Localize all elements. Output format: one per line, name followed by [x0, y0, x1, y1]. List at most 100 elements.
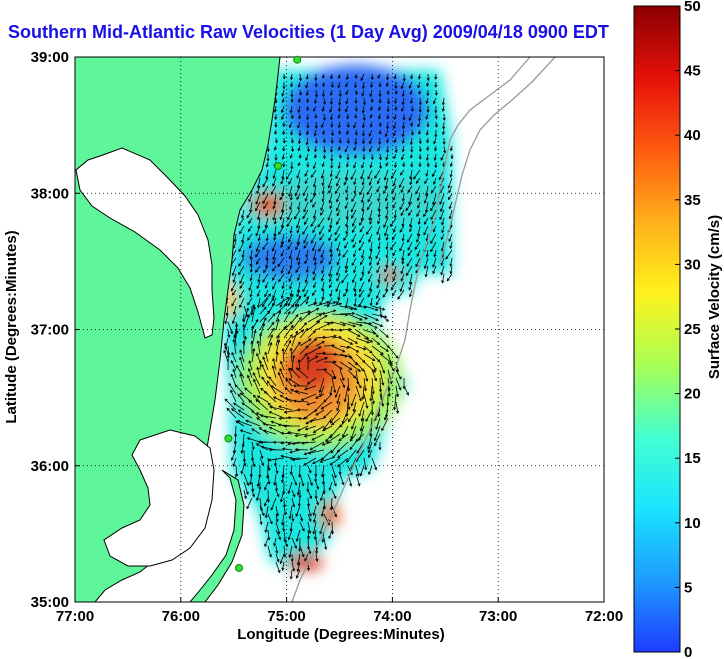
velocity-arrowhead: [425, 100, 429, 105]
velocity-arrowhead: [277, 339, 281, 343]
velocity-arrowhead: [239, 392, 243, 396]
velocity-arrow: [368, 273, 373, 282]
velocity-arrowhead: [338, 102, 342, 106]
velocity-arrowhead: [377, 237, 381, 242]
velocity-arrowhead: [275, 550, 279, 555]
velocity-arrowhead: [338, 140, 342, 144]
velocity-arrow: [304, 193, 309, 202]
velocity-arrow: [233, 339, 237, 355]
velocity-arrowhead: [306, 148, 310, 153]
velocity-arrow: [344, 145, 349, 152]
velocity-arrowhead: [262, 322, 266, 327]
velocity-arrowhead: [351, 223, 355, 227]
velocity-arrow: [371, 393, 375, 404]
velocity-arrow: [283, 311, 291, 323]
velocity-arrow: [298, 105, 301, 113]
velocity-arrowhead: [230, 373, 234, 377]
velocity-arrowhead: [368, 288, 373, 292]
velocity-arrowhead: [442, 141, 446, 146]
velocity-arrowhead: [305, 85, 309, 89]
velocity-arrow: [386, 257, 389, 268]
velocity-arrowhead: [267, 402, 271, 406]
velocity-arrowhead: [330, 158, 334, 162]
velocity-arrow: [248, 193, 253, 202]
velocity-arrowhead: [262, 279, 266, 283]
velocity-arrowhead: [322, 156, 326, 160]
velocity-arrow: [298, 497, 301, 506]
velocity-arrow: [328, 225, 333, 232]
velocity-arrowhead: [272, 256, 276, 261]
velocity-arrowhead: [342, 349, 346, 353]
velocity-arrowhead: [352, 408, 356, 413]
velocity-arrowhead: [272, 357, 276, 362]
velocity-arrowhead: [320, 513, 324, 518]
velocity-arrow: [288, 233, 293, 243]
velocity-arrow: [449, 201, 453, 209]
velocity-arrowhead: [272, 277, 275, 281]
velocity-arrowhead: [354, 100, 358, 104]
velocity-arrow: [325, 433, 333, 442]
velocity-arrow: [378, 201, 381, 212]
velocity-arrowhead: [391, 175, 394, 180]
velocity-arrowhead: [366, 340, 370, 344]
velocity-arrow: [331, 303, 342, 307]
velocity-arrow: [301, 441, 317, 444]
velocity-arrow: [439, 185, 445, 194]
velocity-arrowhead: [374, 175, 378, 179]
velocity-arrow: [321, 465, 325, 477]
velocity-arrowhead: [440, 236, 444, 241]
velocity-arrowhead: [351, 279, 355, 284]
velocity-arrowhead: [261, 304, 265, 308]
velocity-arrowhead: [269, 521, 273, 525]
velocity-arrow: [407, 185, 413, 193]
velocity-arrow: [256, 353, 261, 363]
velocity-arrowhead: [272, 261, 276, 265]
velocity-arrowhead: [417, 205, 421, 209]
velocity-arrowhead: [440, 272, 444, 276]
velocity-arrow: [290, 521, 293, 531]
velocity-arrowhead: [289, 230, 293, 234]
velocity-arrowhead: [330, 84, 334, 89]
velocity-arrow: [307, 320, 320, 331]
velocity-arrow: [424, 257, 429, 269]
velocity-arrow: [329, 217, 333, 228]
velocity-arrowhead: [426, 124, 430, 128]
velocity-arrow: [337, 449, 349, 458]
velocity-arrowhead: [424, 274, 428, 278]
velocity-arrow: [267, 529, 270, 540]
velocity-arrowhead: [224, 321, 228, 325]
velocity-arrow: [298, 81, 301, 88]
velocity-arrow: [334, 225, 341, 235]
velocity-arrowhead: [346, 124, 350, 128]
velocity-arrow: [366, 225, 373, 235]
velocity-arrow: [290, 457, 301, 460]
velocity-arrowhead: [335, 183, 339, 187]
velocity-arrowhead: [267, 310, 271, 314]
velocity-arrow: [397, 289, 405, 300]
velocity-arrowhead: [290, 324, 294, 328]
velocity-arrow: [402, 193, 405, 202]
velocity-arrowhead: [264, 224, 268, 229]
velocity-arrow: [275, 297, 290, 307]
velocity-arrow: [226, 305, 229, 316]
velocity-arrowhead: [351, 426, 354, 430]
velocity-arrowhead: [398, 387, 402, 391]
velocity-arrow: [267, 545, 272, 558]
velocity-arrowhead: [385, 288, 389, 293]
velocity-arrow: [257, 209, 261, 220]
velocity-arrowhead: [384, 233, 387, 237]
velocity-arrowhead: [418, 164, 422, 168]
velocity-arrow: [237, 393, 245, 403]
velocity-arrowhead: [369, 350, 373, 354]
velocity-arrowhead: [396, 410, 400, 414]
velocity-arrowhead: [281, 522, 285, 526]
velocity-arrowhead: [385, 237, 389, 241]
velocity-arrowhead: [256, 352, 260, 357]
velocity-arrowhead: [281, 116, 285, 121]
velocity-arrow: [323, 301, 336, 307]
velocity-arrowhead: [232, 279, 236, 284]
velocity-arrow: [347, 393, 350, 410]
velocity-arrowhead: [434, 110, 438, 114]
velocity-arrowhead: [240, 471, 244, 475]
